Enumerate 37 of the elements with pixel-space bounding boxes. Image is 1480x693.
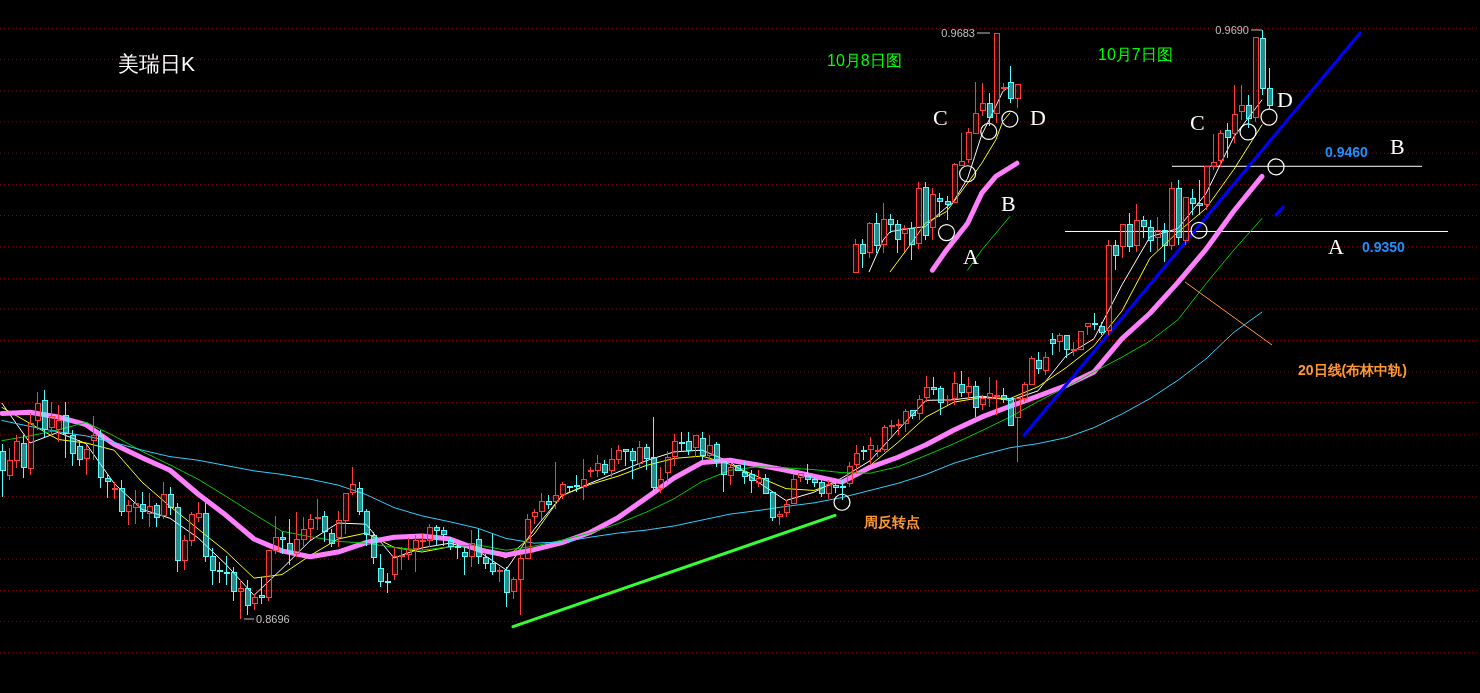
text: B	[1390, 134, 1405, 159]
candlestick	[90, 415, 97, 461]
point	[1267, 158, 1285, 176]
annotation: A	[963, 244, 979, 269]
annotation: D	[1030, 105, 1046, 130]
point	[1190, 221, 1208, 239]
candlestick	[181, 534, 188, 571]
point	[980, 122, 998, 141]
candlestick	[972, 80, 979, 134]
candlestick	[958, 132, 965, 166]
annotation: 10月8日图	[827, 52, 902, 69]
annotation: C	[933, 105, 948, 130]
annotation: A	[1328, 234, 1344, 259]
point	[937, 223, 956, 242]
candlestick	[1028, 355, 1035, 385]
annotation: C	[1190, 110, 1205, 135]
annotation: 10月7日图	[1098, 46, 1173, 63]
ref-line-label: 0.9350	[1362, 239, 1406, 255]
annotation: 0.9683	[941, 27, 975, 39]
annotation: 0.8696	[256, 613, 290, 625]
point	[959, 165, 977, 183]
candlestick	[909, 409, 916, 420]
point	[1001, 110, 1019, 128]
annotation: 20日线(布林中轨)	[1298, 362, 1407, 378]
point	[1260, 108, 1278, 126]
ref-line-label: 0.9460	[1325, 144, 1369, 160]
candlestick	[818, 479, 825, 498]
annotation: 周反转点	[863, 514, 920, 530]
candlestick	[272, 515, 279, 555]
point	[1239, 123, 1257, 141]
candlestick	[692, 434, 699, 458]
candlestick	[629, 447, 636, 480]
annotation: B	[1001, 191, 1016, 216]
annotation: D	[1277, 87, 1293, 112]
text: 美瑞日K	[118, 52, 196, 75]
point	[833, 493, 851, 511]
annotation: 0.9690	[1215, 24, 1249, 36]
